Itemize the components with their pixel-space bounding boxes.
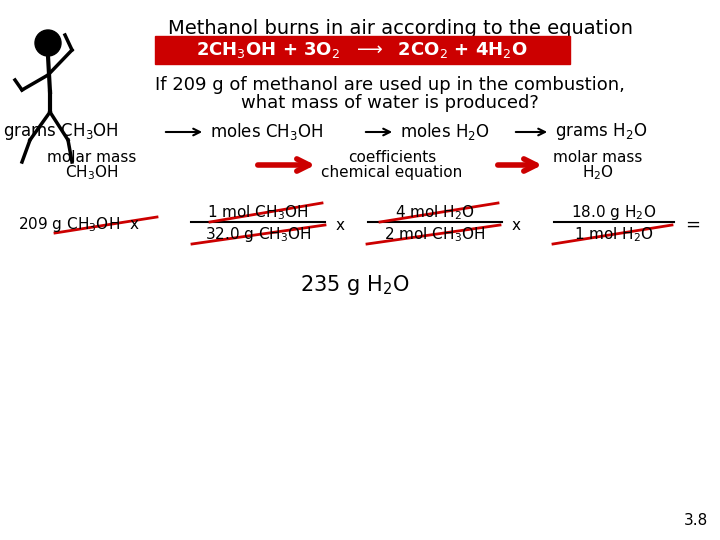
Text: 1 mol H$_2$O: 1 mol H$_2$O [574, 226, 654, 244]
Text: 32.0 g CH$_3$OH: 32.0 g CH$_3$OH [204, 226, 312, 245]
Text: molar mass: molar mass [48, 150, 137, 165]
Text: x: x [336, 218, 344, 233]
Text: 209 g CH$_3$OH  x: 209 g CH$_3$OH x [18, 215, 140, 234]
Text: H$_2$O: H$_2$O [582, 164, 614, 183]
Text: x: x [511, 218, 521, 233]
Text: moles H$_2$O: moles H$_2$O [400, 122, 490, 143]
Text: coefficients: coefficients [348, 150, 436, 165]
Text: 2 mol CH$_3$OH: 2 mol CH$_3$OH [384, 226, 486, 244]
Text: =: = [685, 216, 701, 234]
Text: 235 g H$_2$O: 235 g H$_2$O [300, 273, 410, 297]
Text: grams CH$_3$OH: grams CH$_3$OH [3, 122, 119, 143]
Text: moles CH$_3$OH: moles CH$_3$OH [210, 122, 323, 143]
Text: chemical equation: chemical equation [321, 165, 463, 180]
Text: what mass of water is produced?: what mass of water is produced? [241, 94, 539, 112]
Text: If 209 g of methanol are used up in the combustion,: If 209 g of methanol are used up in the … [155, 76, 625, 94]
Text: molar mass: molar mass [553, 150, 643, 165]
Text: CH$_3$OH: CH$_3$OH [66, 164, 119, 183]
Bar [155, 36, 570, 64]
Text: 3.8: 3.8 [684, 513, 708, 528]
Text: 4 mol H$_2$O: 4 mol H$_2$O [395, 204, 475, 222]
Text: 2CH$_3$OH + 3O$_2$  $\longrightarrow$  2CO$_2$ + 4H$_2$O: 2CH$_3$OH + 3O$_2$ $\longrightarrow$ 2CO… [196, 40, 528, 60]
Text: 18.0 g H$_2$O: 18.0 g H$_2$O [572, 204, 657, 222]
Text: 1 mol CH$_3$OH: 1 mol CH$_3$OH [207, 204, 309, 222]
Text: Methanol burns in air according to the equation: Methanol burns in air according to the e… [168, 19, 632, 38]
Text: grams H$_2$O: grams H$_2$O [555, 122, 647, 143]
Circle shape [35, 30, 61, 56]
